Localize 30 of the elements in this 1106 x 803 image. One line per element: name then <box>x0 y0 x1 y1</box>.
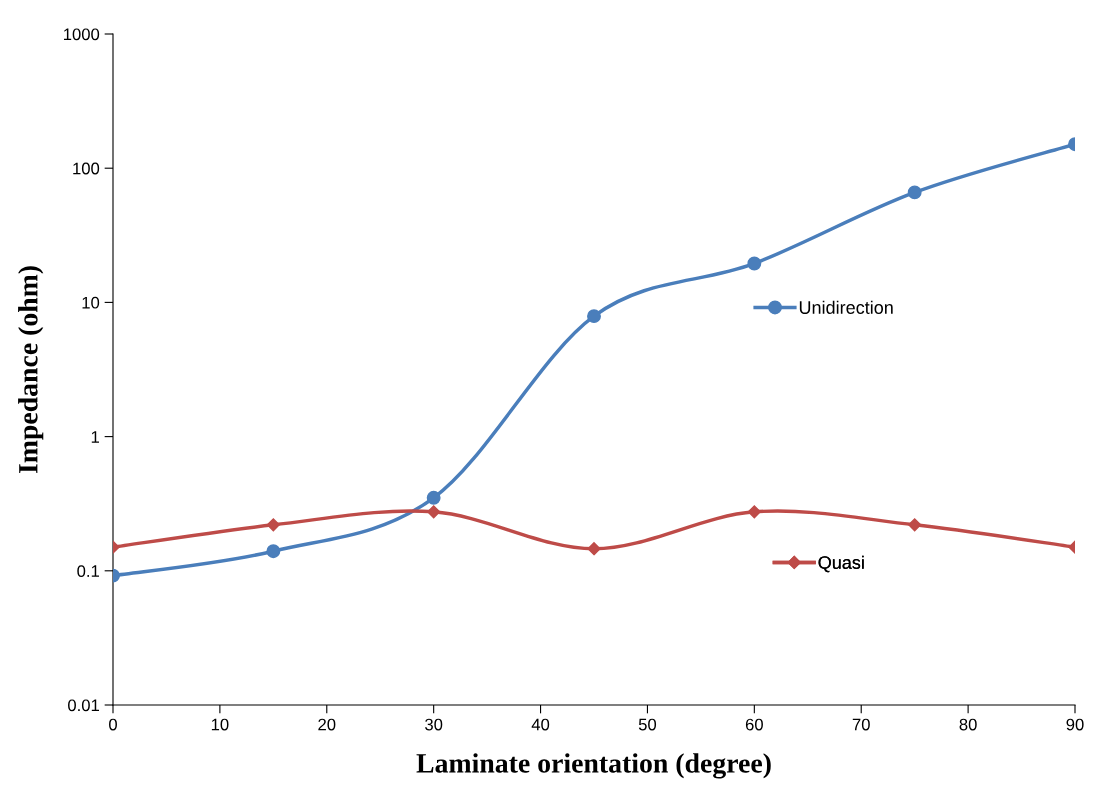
point <box>427 505 441 519</box>
x-tick-label: 0 <box>109 718 117 731</box>
y-tick-label: 1000 <box>64 28 100 41</box>
point <box>747 256 762 271</box>
point <box>908 518 922 532</box>
x-tick-label: 50 <box>638 718 657 731</box>
point <box>426 490 441 505</box>
point <box>266 518 280 532</box>
y-tick-label: 0.01 <box>68 699 99 712</box>
legend-label: Unidirection <box>799 300 893 314</box>
point <box>266 544 281 559</box>
point <box>747 505 761 519</box>
x-axis-title: Laminate orientation (degree) <box>416 753 771 779</box>
y-tick-label: 1 <box>91 431 99 443</box>
y-axis-title: Impedance (ohm) <box>18 266 44 474</box>
y-tick-label: 100 <box>73 162 100 175</box>
x-tick-label: 10 <box>211 718 229 731</box>
x-tick-label: 80 <box>959 718 977 731</box>
legend-label: Quasi <box>818 555 864 573</box>
point <box>587 309 601 324</box>
y-tick-label: 10 <box>82 296 100 309</box>
x-tick-label: 60 <box>745 718 763 731</box>
x-tick-label: 20 <box>318 718 336 731</box>
x-tick-label: 70 <box>852 718 870 731</box>
x-tick-label: 90 <box>1066 718 1084 731</box>
x-tick-label: 30 <box>425 718 443 731</box>
y-tick-label: 0.1 <box>77 565 99 577</box>
x-tick-label: 40 <box>531 718 550 731</box>
point <box>587 542 601 556</box>
point <box>907 185 922 200</box>
